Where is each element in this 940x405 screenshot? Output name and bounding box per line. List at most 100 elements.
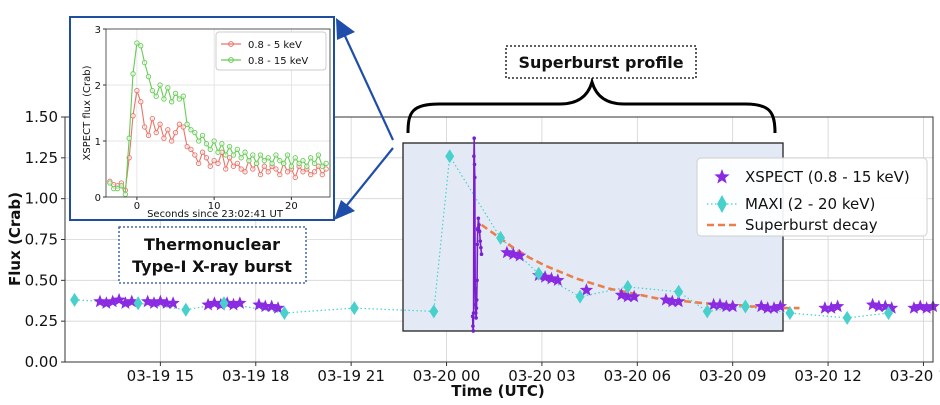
x-tick-label: 03-20 06 [604, 367, 671, 385]
xspect-star-point [761, 301, 775, 314]
inset-x-ticks: 0 10 20 [134, 197, 298, 212]
inset-legend: 0.8 - 5 keV 0.8 - 15 keV [215, 31, 327, 71]
inset-broad-band-point [122, 191, 128, 197]
xspect-burst-point [472, 154, 476, 158]
inset-legend-soft-marker [228, 41, 234, 47]
inset-broad-band-point [269, 160, 275, 167]
inset-soft-band-point [149, 115, 155, 122]
xspect-star-point [258, 299, 272, 313]
inset-broad-band-point [192, 129, 198, 136]
xspect-star-point [831, 299, 845, 313]
zoom-arrows [334, 18, 394, 220]
x-tick-label: 03-19 18 [222, 367, 289, 385]
inset-soft-band-point [273, 166, 279, 172]
inset-x-tick-label: 10 [208, 201, 221, 212]
inset-y-ticks: 0 1 2 3 [95, 25, 106, 204]
inset-soft-band-point [145, 132, 152, 139]
xspect-star-point [579, 283, 594, 296]
x-tick-label: 03-19 21 [317, 367, 384, 385]
xspect-star-point [824, 301, 838, 314]
maxi-diamond-point [181, 302, 191, 317]
legend-xspect-star-icon [714, 169, 730, 184]
xspect-burst-point [475, 278, 479, 283]
inset-broad-band-point [308, 155, 314, 161]
inset-legend-box [215, 31, 327, 71]
inset-broad-band-point [126, 135, 132, 141]
inset-broad-band-point [196, 138, 202, 144]
inset-broad-band-point [281, 160, 287, 167]
xspect-star-point [147, 296, 161, 309]
y-tick-label: 1.50 [25, 108, 58, 126]
superburst-annotation: Superburst profile [406, 45, 777, 134]
y-tick-label: 0.50 [25, 271, 58, 289]
inset-broad-band-point [199, 132, 206, 139]
inset-broad-band-point [223, 152, 229, 158]
inset-soft-band-point [130, 113, 136, 119]
xspect-star-point [201, 297, 215, 311]
xspect-burst-point [474, 316, 478, 320]
inset-panel: 0 1 2 3 0 10 20 Seconds since 23:02:41 UT XSP… [69, 16, 335, 221]
inset-soft-band-point [323, 166, 329, 172]
xspect-star-point [106, 294, 120, 308]
main-legend: XSPECT (0.8 - 15 keV) MAXI (2 - 20 keV) … [696, 157, 928, 237]
inset-broad-band-point [184, 121, 190, 127]
xspect-star-point [878, 299, 892, 313]
inset-soft-band-point [196, 160, 202, 167]
inset-soft-band-point [172, 129, 179, 136]
inset-soft-band-point [192, 152, 198, 158]
xspect-burst-point [478, 239, 483, 243]
y-tick-label: 1.25 [25, 149, 58, 167]
xspect-star-point [920, 301, 934, 314]
inset-soft-band-point [284, 169, 291, 175]
inset-broad-band-point [304, 163, 310, 169]
xspect-star-point [913, 299, 927, 313]
superburst-label-box [505, 45, 697, 79]
inset-broad-band-point [246, 157, 252, 164]
inset-broad-band-point [180, 93, 186, 99]
xspect-burst-point [470, 314, 475, 319]
inset-broad-band-point [114, 185, 121, 192]
maxi-diamond-point [785, 306, 795, 320]
inset-y-tick-label: 2 [95, 81, 101, 92]
xspect-burst-point [476, 226, 480, 230]
inset-broad-band-point [169, 99, 175, 105]
y-tick-label: 0.00 [25, 353, 58, 371]
inset-legend-soft-label: 0.8 - 5 keV [248, 40, 302, 51]
inset-broad-band-point [203, 141, 210, 147]
xspect-star-point [614, 288, 629, 301]
inset-plot-frame [105, 28, 331, 198]
inset-soft-band-point [157, 121, 163, 127]
inset-soft-band-point [234, 160, 240, 167]
inset-broad-band-point [257, 152, 264, 158]
x-tick-label: 03-20 03 [508, 367, 575, 385]
inset-y-tick-label: 3 [95, 25, 101, 36]
xspect-burst-point [472, 162, 477, 167]
xspect-burst-point [472, 136, 477, 141]
maxi-diamond-point [445, 149, 455, 164]
inset-broad-band-point [277, 157, 283, 164]
zoom-arrow-lower [346, 147, 394, 206]
y-axis-label: Flux (Crab) [6, 192, 24, 286]
inset-soft-band-point [176, 121, 183, 127]
xspect-star-point [713, 297, 727, 311]
inset-broad-band-point [242, 149, 248, 155]
x-axis-label: Time (UTC) [451, 382, 545, 400]
inset-broad-band-point [153, 93, 159, 99]
inset-soft-band-point [319, 171, 325, 178]
maxi-diamond-point [842, 310, 852, 325]
inset-soft-band-point [165, 127, 171, 133]
inset-y-axis-label: XSPECT flux (Crab) [82, 65, 93, 160]
xspect-star-point [773, 299, 787, 313]
xspect-star-point [719, 299, 733, 313]
xspect-star-point [818, 301, 832, 314]
zoom-arrowhead-upper-icon [336, 18, 355, 40]
inset-soft-band-point [134, 87, 140, 94]
xspect-star-point [265, 299, 279, 313]
inset-broad-band-point [118, 183, 125, 189]
type-i-label-line2: Type-I X-ray burst [132, 257, 292, 276]
inset-soft-band-point [223, 166, 229, 172]
x-tick-label: 03-20 00 [413, 367, 480, 385]
inset-soft-band-point [300, 169, 306, 175]
xspect-burst-point [475, 242, 480, 247]
maxi-diamond-point [674, 284, 684, 299]
